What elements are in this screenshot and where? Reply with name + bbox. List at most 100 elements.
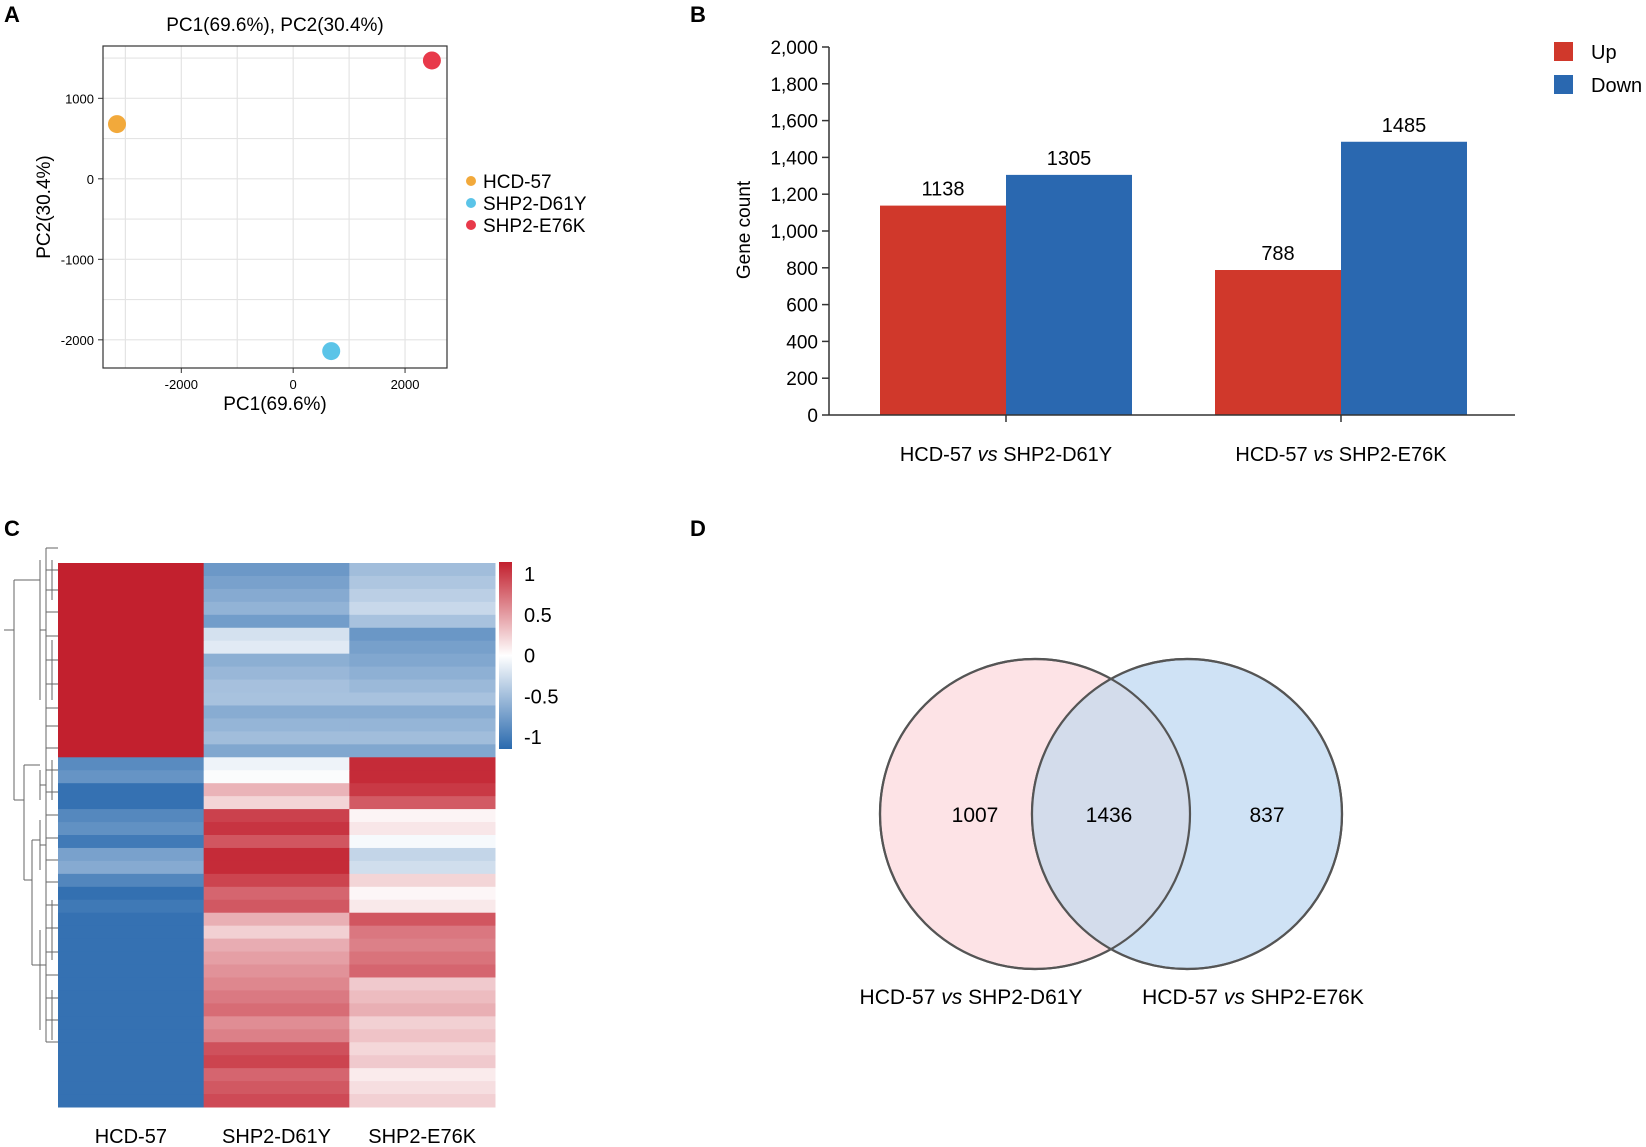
heatmap-cell — [349, 575, 496, 590]
colorbar-ticks: 1 0.5 0 -0.5 -1 — [524, 564, 558, 749]
heatmap-cell — [203, 977, 350, 991]
heatmap-cell — [203, 1055, 350, 1069]
heatmap-cell — [349, 1003, 496, 1017]
heatmap-cell — [203, 783, 350, 797]
heatmap-cell — [58, 692, 205, 706]
heatmap-cell — [203, 718, 350, 732]
legend-label-hcd57: HCD-57 — [483, 172, 552, 193]
heatmap-cell — [58, 575, 205, 590]
heatmap-cell — [58, 1016, 205, 1030]
heatmap-cell — [58, 627, 205, 642]
heatmap-cell — [203, 563, 350, 577]
heatmap-cell — [349, 977, 496, 991]
bar-up — [880, 205, 1006, 415]
pca-y-tick-label: 0 — [87, 172, 94, 187]
heatmap-cell — [349, 873, 496, 888]
heatmap-cell — [58, 744, 205, 758]
bar-x-tick-label: HCD-57 vs SHP2-D61Y — [900, 444, 1112, 466]
heatmap-cell — [203, 796, 350, 810]
heatmap-cell — [349, 666, 496, 681]
bar-legend: Up Down — [1554, 42, 1642, 97]
heatmap-cell — [349, 860, 496, 875]
panel-label-d: D — [690, 516, 706, 541]
heatmap-cell — [203, 860, 350, 875]
heatmap: 1 0.5 0 -0.5 -1 HCD-57 SHP2-D61Y SHP2-E76K — [4, 547, 558, 1147]
pca-x-axis: -2000 0 2000 — [165, 368, 420, 392]
heatmap-cell — [349, 1081, 496, 1095]
heatmap-cell — [58, 912, 205, 927]
heatmap-cell — [58, 809, 205, 823]
heatmap-cell — [203, 601, 350, 616]
heatmap-cell — [349, 938, 496, 953]
heatmap-cell — [349, 1094, 496, 1108]
bar-y-tick-label: 800 — [786, 259, 818, 280]
heatmap-cell — [58, 990, 205, 1004]
bar-series: 1138 788 1305 1485 — [880, 115, 1467, 415]
pca-point-shp2-d61y — [322, 342, 341, 361]
heatmap-cell — [58, 705, 205, 719]
heatmap-cell — [203, 588, 350, 603]
heatmap-cell — [203, 1029, 350, 1043]
heatmap-cell — [58, 860, 205, 875]
heatmap-cell — [58, 757, 205, 771]
heatmap-cell — [203, 627, 350, 642]
bar-y-tick-label: 1,200 — [770, 185, 818, 206]
heatmap-cell — [349, 731, 496, 745]
heatmap-cell — [203, 809, 350, 823]
heatmap-cell — [203, 575, 350, 590]
bar-x-axis: HCD-57 vs SHP2-D61Y HCD-57 vs SHP2-E76K — [829, 414, 1515, 466]
legend-swatch-up — [1554, 42, 1573, 61]
heatmap-cell — [349, 925, 496, 940]
heatmap-cell — [58, 925, 205, 940]
heatmap-cell — [58, 601, 205, 616]
bar-y-tick-label: 200 — [786, 369, 818, 390]
pca-y-label: PC2(30.4%) — [34, 155, 55, 259]
legend-dot-shp2-d61y — [466, 198, 476, 208]
heatmap-cell — [58, 770, 205, 784]
bar-x-label-suffix: SHP2-D61Y — [998, 444, 1113, 466]
heatmap-cell — [203, 1042, 350, 1056]
pca-points — [107, 51, 441, 361]
legend-swatch-down — [1554, 75, 1573, 94]
bar-y-tick-label: 1,400 — [770, 148, 818, 169]
heatmap-cell — [203, 925, 350, 940]
heatmap-cell — [349, 679, 496, 694]
heatmap-cell — [203, 731, 350, 745]
pca-y-tick-label: 1000 — [65, 91, 94, 106]
bar-y-tick-label: 1,800 — [770, 75, 818, 96]
pca-grid — [103, 46, 447, 368]
heatmap-cell — [349, 809, 496, 823]
venn-diagram: 1007 1436 837 HCD-57 vs SHP2-D61Y HCD-57… — [860, 657, 1364, 1009]
colorbar-tick-label: 1 — [524, 564, 535, 586]
colorbar-tick-label: 0 — [524, 646, 535, 668]
venn-outline-d61y — [878, 657, 1192, 971]
legend-label-shp2-d61y: SHP2-D61Y — [483, 194, 587, 215]
heatmap-cell — [349, 627, 496, 642]
heatmap-cell — [349, 744, 496, 758]
heatmap-cell — [58, 1081, 205, 1095]
heatmap-cell — [58, 1068, 205, 1082]
heatmap-cell — [349, 1068, 496, 1082]
heatmap-cell — [203, 640, 350, 655]
heatmap-cell — [349, 601, 496, 616]
heatmap-cell — [349, 964, 496, 978]
bar-x-tick-label: HCD-57 vs SHP2-E76K — [1235, 444, 1447, 466]
heatmap-cell — [349, 796, 496, 810]
heatmap-cell — [203, 912, 350, 927]
bar-x-label-vs: vs — [1313, 444, 1333, 466]
heatmap-cell — [58, 1094, 205, 1108]
heatmap-cell — [349, 757, 496, 771]
heatmap-cell — [58, 938, 205, 953]
heatmap-cell — [203, 757, 350, 771]
bar-y-tick-label: 600 — [786, 296, 818, 317]
venn-count-d61y-only: 1007 — [952, 804, 999, 827]
heatmap-cell — [58, 822, 205, 836]
heatmap-cell — [58, 951, 205, 966]
heatmap-cell — [58, 796, 205, 810]
bar-value-label: 1138 — [921, 179, 964, 201]
bar-x-label-prefix: HCD-57 — [1235, 444, 1313, 466]
heatmap-cell — [58, 1055, 205, 1069]
heatmap-cell — [58, 886, 205, 901]
heatmap-cell — [349, 640, 496, 655]
